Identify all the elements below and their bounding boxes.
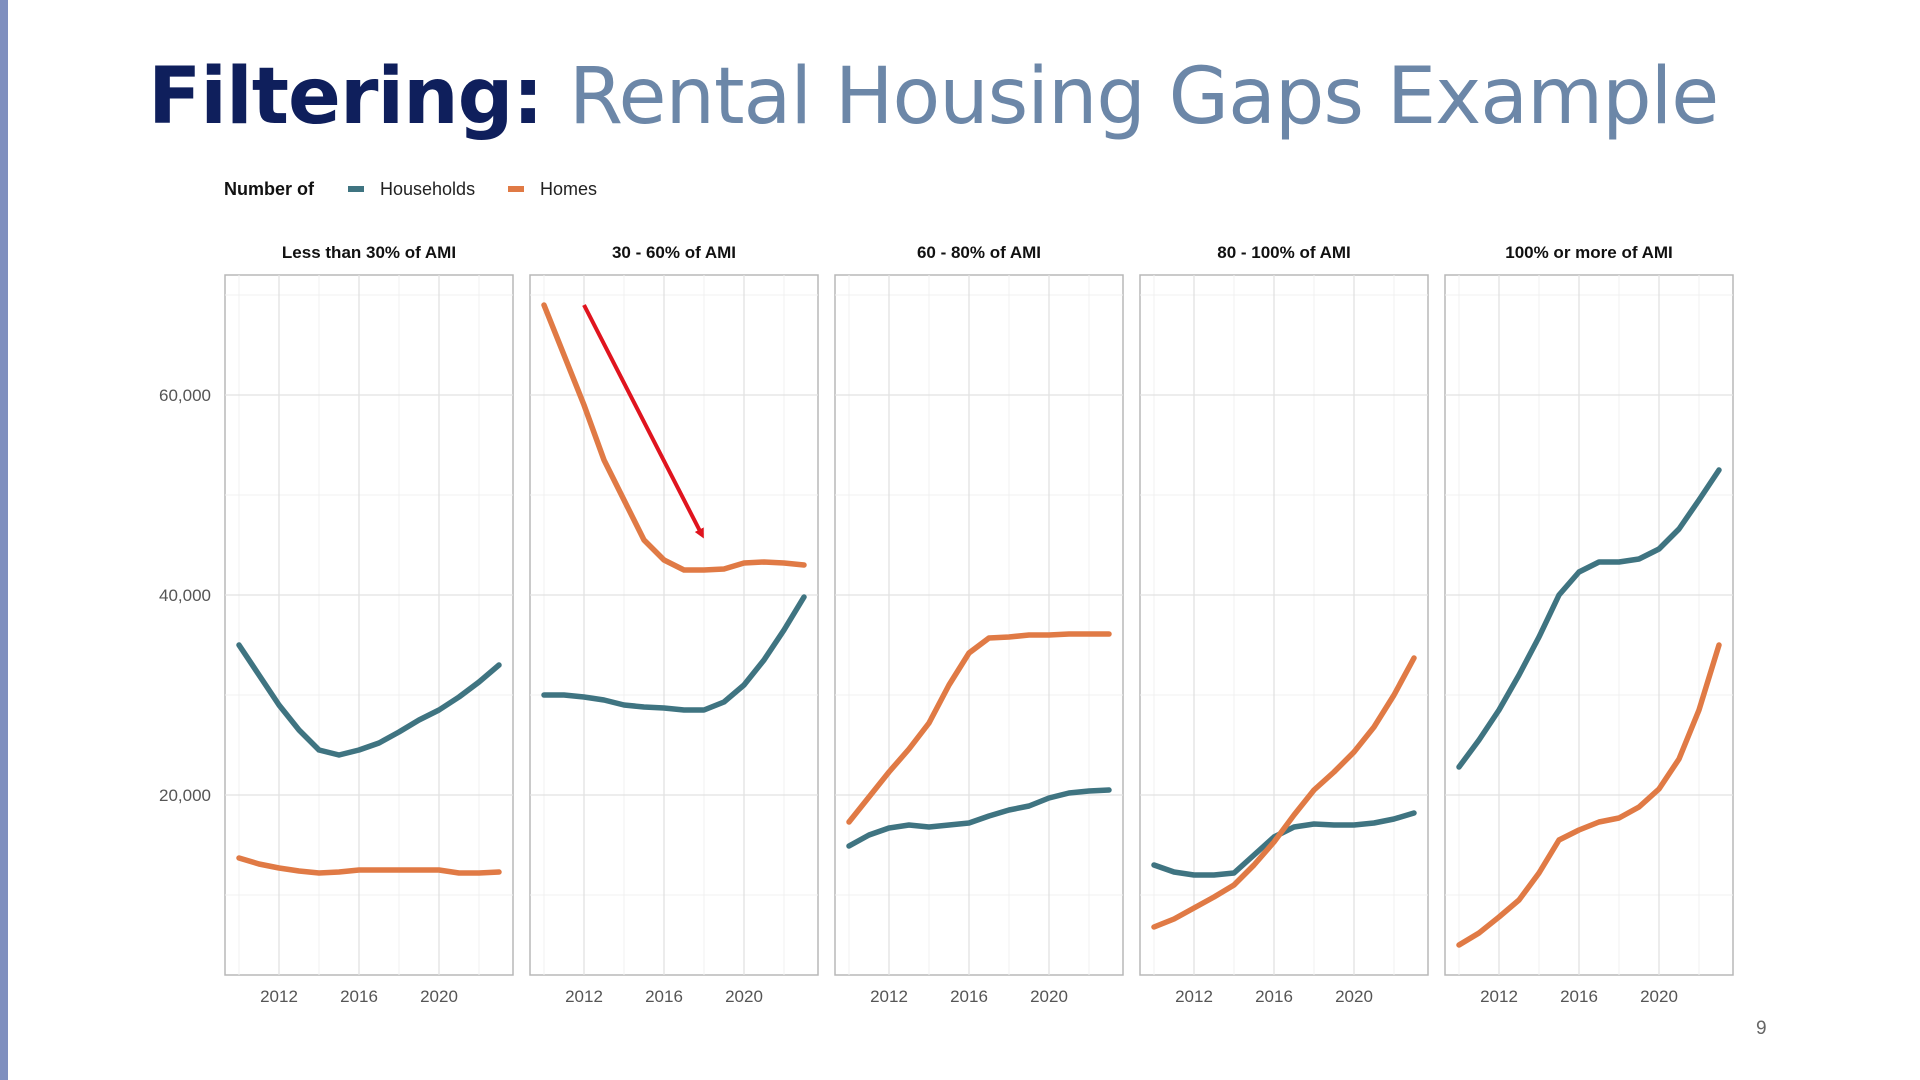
- legend-label-households: Households: [380, 179, 475, 199]
- series-line-homes: [1151, 655, 1417, 930]
- x-tick-label: 2020: [420, 987, 458, 1006]
- series-line-households: [541, 594, 807, 713]
- facet-frame: [1139, 274, 1429, 976]
- title-bold-part: Filtering:: [148, 52, 544, 142]
- series-line-homes: [1456, 642, 1722, 948]
- series-line-households: [846, 787, 1112, 849]
- x-tick-label: 2016: [340, 987, 378, 1006]
- facet-title: 80 - 100% of AMI: [1217, 243, 1351, 262]
- facet-panel-2: 30 - 60% of AMI 2012 2016 2020: [529, 243, 819, 1006]
- x-tick-label: 2016: [645, 987, 683, 1006]
- facet-title: Less than 30% of AMI: [282, 243, 456, 262]
- legend-title: Number of: [224, 179, 315, 199]
- y-tick-label: 40,000: [159, 586, 211, 605]
- x-tick-label: 2020: [725, 987, 763, 1006]
- x-tick-label: 2012: [1175, 987, 1213, 1006]
- facet-title: 100% or more of AMI: [1505, 243, 1673, 262]
- y-tick-label: 60,000: [159, 386, 211, 405]
- facet-panel-5: 100% or more of AMI 2012 2016 2020: [1444, 243, 1734, 1006]
- x-tick-label: 2012: [260, 987, 298, 1006]
- x-tick-label: 2012: [565, 987, 603, 1006]
- series-line-households: [236, 642, 502, 758]
- x-tick-label: 2020: [1030, 987, 1068, 1006]
- facet-title: 30 - 60% of AMI: [612, 243, 736, 262]
- page-number: 9: [1756, 1018, 1767, 1039]
- facet-panel-4: 80 - 100% of AMI 2012 2016 2020: [1139, 243, 1429, 1006]
- title-light-part: Rental Housing Gaps Example: [568, 52, 1719, 142]
- legend: Number of Households Homes: [224, 179, 597, 199]
- facet-frame: [834, 274, 1124, 976]
- x-tick-label: 2020: [1640, 987, 1678, 1006]
- annotation-arrow: [582, 304, 704, 539]
- x-tick-label: 2012: [870, 987, 908, 1006]
- facet-panel-3: 60 - 80% of AMI 2012 2016 2020: [834, 243, 1124, 1006]
- legend-label-homes: Homes: [540, 179, 597, 199]
- x-tick-label: 2020: [1335, 987, 1373, 1006]
- series-line-homes: [236, 855, 502, 876]
- series-line-homes: [541, 302, 807, 573]
- slide-title: Filtering: Rental Housing Gaps Example: [148, 58, 1719, 136]
- x-tick-label: 2012: [1480, 987, 1518, 1006]
- slide-left-rule: [0, 0, 8, 1080]
- x-tick-label: 2016: [1560, 987, 1598, 1006]
- x-tick-label: 2016: [950, 987, 988, 1006]
- facet-frame: [224, 274, 514, 976]
- facet-panel-1: Less than 30% of AMI 2012 2016 2020: [224, 243, 514, 1006]
- series-line-homes: [846, 631, 1112, 825]
- facet-frame: [1444, 274, 1734, 976]
- series-line-households: [1456, 467, 1722, 770]
- x-tick-label: 2016: [1255, 987, 1293, 1006]
- facet-title: 60 - 80% of AMI: [917, 243, 1041, 262]
- y-tick-label: 20,000: [159, 786, 211, 805]
